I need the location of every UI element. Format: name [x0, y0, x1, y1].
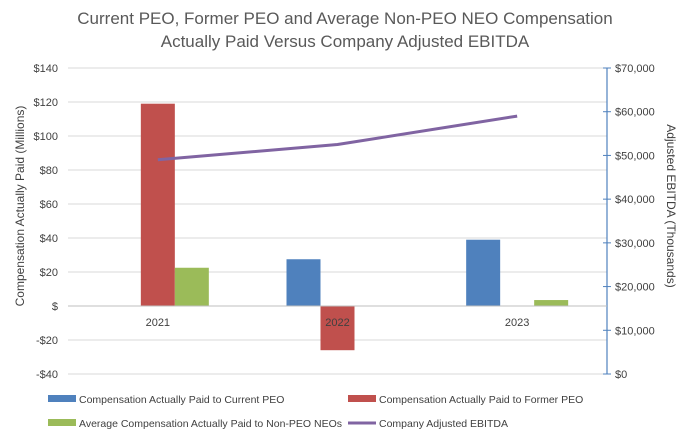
legend-label: Average Compensation Actually Paid to No… [79, 418, 342, 430]
bar [286, 259, 321, 306]
x-tick-label: 2022 [325, 317, 349, 329]
bar [466, 239, 501, 306]
legend-label: Company Adjusted EBITDA [379, 418, 508, 430]
y-tick-label: $80 [40, 165, 58, 177]
legend-label: Compensation Actually Paid to Current PE… [79, 394, 284, 406]
y-tick-label: $140 [34, 63, 58, 75]
legend-swatch [48, 395, 76, 402]
y2-tick-label: $0 [615, 369, 627, 381]
legend-swatch [348, 395, 376, 402]
x-tick-label: 2023 [505, 317, 529, 329]
x-tick-label: 2021 [146, 317, 170, 329]
y-tick-label: $40 [40, 233, 58, 245]
bar [140, 103, 175, 306]
y2-tick-label: $20,000 [615, 282, 655, 294]
legend-label: Compensation Actually Paid to Former PEO [379, 394, 583, 406]
y2-tick-label: $30,000 [615, 238, 655, 250]
bar [534, 300, 569, 306]
legend-swatch [48, 419, 76, 426]
y2-tick-label: $10,000 [615, 325, 655, 337]
y2-tick-label: $70,000 [615, 63, 655, 75]
y-tick-label: $ [52, 301, 58, 313]
series-line [157, 114, 518, 162]
bar [320, 306, 355, 351]
y-tick-label: $60 [40, 199, 58, 211]
bar [174, 267, 209, 306]
y-tick-label: -$40 [36, 369, 58, 381]
y2-tick-label: $60,000 [615, 107, 655, 119]
y-tick-label: $100 [34, 131, 58, 143]
y-tick-label: $120 [34, 97, 58, 109]
chart-title-line-2: Actually Paid Versus Company Adjusted EB… [160, 32, 530, 51]
chart-title-line-1: Current PEO, Former PEO and Average Non-… [77, 9, 613, 28]
y-tick-label: $20 [40, 267, 58, 279]
y2-tick-label: $40,000 [615, 194, 655, 206]
y-tick-label: -$20 [36, 335, 58, 347]
y2-tick-label: $50,000 [615, 150, 655, 162]
